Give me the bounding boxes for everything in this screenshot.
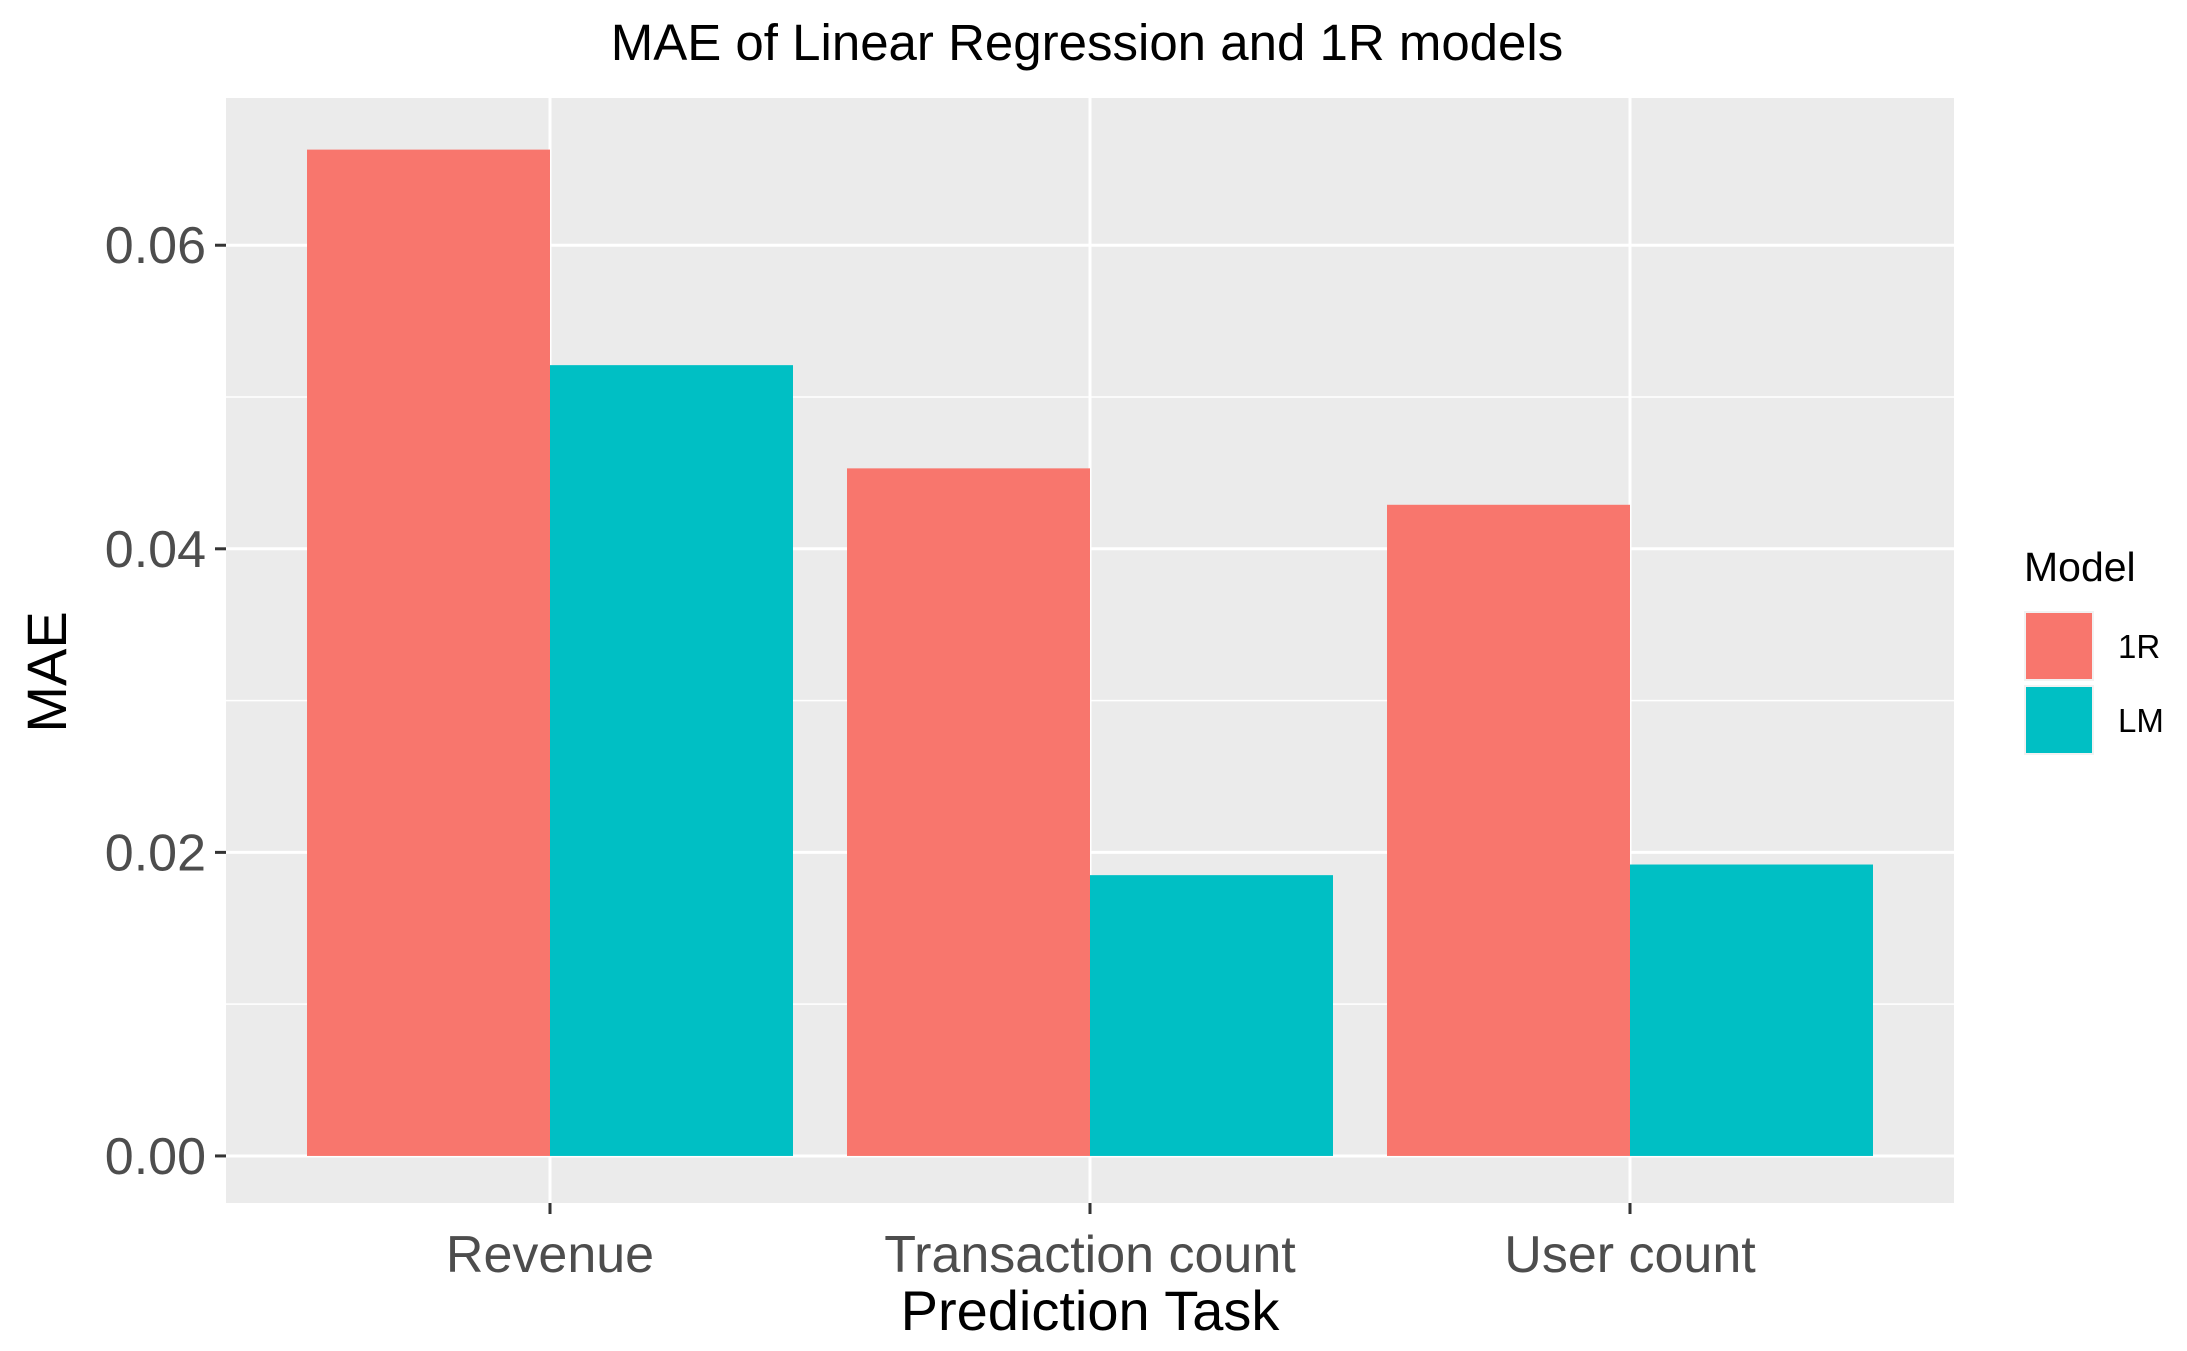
x-axis: Revenue Transaction count User count (446, 1203, 1756, 1284)
legend-key-1r (2026, 613, 2092, 679)
bar-1r-transaction-count (847, 468, 1090, 1156)
y-tick-label: 0.02 (105, 824, 206, 882)
x-tick-label: User count (1504, 1226, 1756, 1284)
x-axis-title: Prediction Task (901, 1279, 1281, 1342)
legend: Model 1R LM (2024, 544, 2164, 755)
legend-title: Model (2024, 544, 2136, 590)
legend-label: LM (2118, 702, 2164, 739)
y-tick-label: 0.04 (105, 521, 206, 579)
x-tick-label: Revenue (446, 1226, 654, 1284)
y-tick-label: 0.06 (105, 217, 206, 275)
bar-1r-revenue (307, 149, 550, 1156)
y-tick-label: 0.00 (105, 1128, 206, 1186)
legend-key-lm (2026, 687, 2092, 753)
chart-title: MAE of Linear Regression and 1R models (611, 14, 1564, 71)
y-axis-title: MAE (15, 611, 78, 732)
y-axis: 0.00 0.02 0.04 0.06 (105, 217, 226, 1186)
bar-1r-user-count (1387, 504, 1630, 1156)
x-tick-label: Transaction count (884, 1226, 1296, 1284)
bar-lm-revenue (550, 365, 793, 1156)
legend-label: 1R (2118, 628, 2160, 665)
bars (307, 149, 1873, 1156)
bar-lm-user-count (1630, 864, 1873, 1156)
bar-lm-transaction-count (1090, 875, 1333, 1156)
